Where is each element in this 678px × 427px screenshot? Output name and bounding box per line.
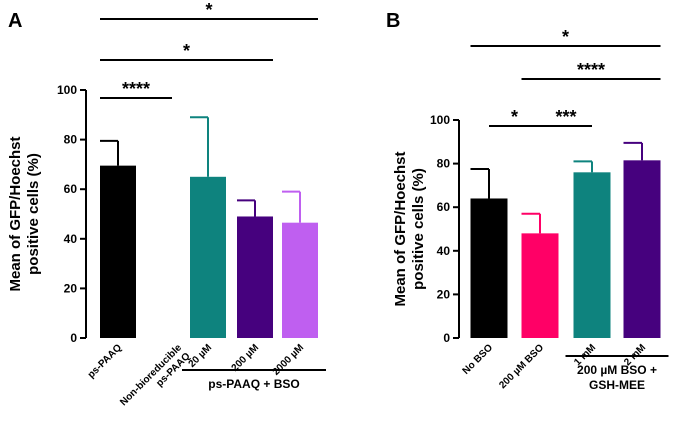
significance-label-a: **** — [122, 79, 150, 99]
significance-label-a: * — [183, 41, 190, 61]
category-label-b: 200 µM BSO — [497, 342, 546, 391]
bar-b — [521, 233, 559, 338]
bar-a — [190, 176, 226, 338]
group-label-b: 200 µM BSO + GSH-MEE — [577, 363, 657, 392]
category-label-line: No BSO — [461, 342, 496, 377]
y-tick-label-a: 60 — [64, 182, 78, 196]
y-tick-label-b: 80 — [437, 157, 451, 171]
y-tick-label-a: 80 — [64, 133, 78, 147]
category-label-b: No BSO — [461, 342, 496, 377]
bar-a — [100, 165, 136, 338]
group-label-line: GSH-MEE — [589, 378, 645, 392]
y-axis-label-line: positive cells (%) — [410, 168, 427, 290]
significance-label-b: * — [511, 107, 518, 127]
y-tick-label-a: 20 — [64, 281, 78, 295]
bar-b — [623, 160, 661, 338]
bar-a — [282, 222, 318, 338]
category-label-a: ps-PAAQ — [86, 342, 124, 380]
y-axis-label-line: Mean of GFP/Hoechst — [7, 136, 24, 291]
y-tick-label-a: 0 — [70, 331, 77, 345]
category-label-line: 2000 µM — [271, 342, 306, 377]
bar-a — [237, 216, 273, 338]
category-label-a: 20 µM — [187, 342, 215, 370]
y-tick-label-b: 20 — [437, 287, 451, 301]
group-label-line: 200 µM BSO + — [577, 363, 657, 377]
bar-b — [573, 172, 611, 338]
group-label-a: ps-PAAQ + BSO — [208, 377, 299, 391]
y-tick-label-a: 100 — [57, 83, 77, 97]
category-label-line: ps-PAAQ — [86, 342, 124, 380]
panel-a-label: A — [8, 10, 22, 32]
y-axis-label-line: positive cells (%) — [25, 153, 42, 275]
category-label-a: Non-bioreducibleps-PAAQ — [118, 342, 193, 417]
y-tick-label-b: 0 — [443, 331, 450, 345]
significance-label-b: * — [562, 27, 569, 47]
y-tick-label-a: 40 — [64, 232, 78, 246]
y-axis-label-a: Mean of GFP/Hoechstpositive cells (%) — [7, 136, 42, 291]
category-label-line: 200 µM BSO — [497, 342, 546, 391]
y-tick-label-b: 100 — [430, 113, 450, 127]
y-tick-label-b: 40 — [437, 244, 451, 258]
significance-label-b: *** — [555, 107, 576, 127]
bar-b — [470, 198, 508, 338]
significance-label-a: * — [205, 0, 212, 20]
group-label-line: ps-PAAQ + BSO — [208, 377, 299, 391]
category-label-a: 2000 µM — [271, 342, 306, 377]
y-axis-label-b: Mean of GFP/Hoechstpositive cells (%) — [392, 151, 427, 306]
y-axis-label-line: Mean of GFP/Hoechst — [392, 151, 409, 306]
panel-b-label: B — [386, 10, 400, 32]
significance-label-b: **** — [577, 60, 605, 80]
category-label-line: 20 µM — [187, 342, 215, 370]
y-tick-label-b: 60 — [437, 200, 451, 214]
